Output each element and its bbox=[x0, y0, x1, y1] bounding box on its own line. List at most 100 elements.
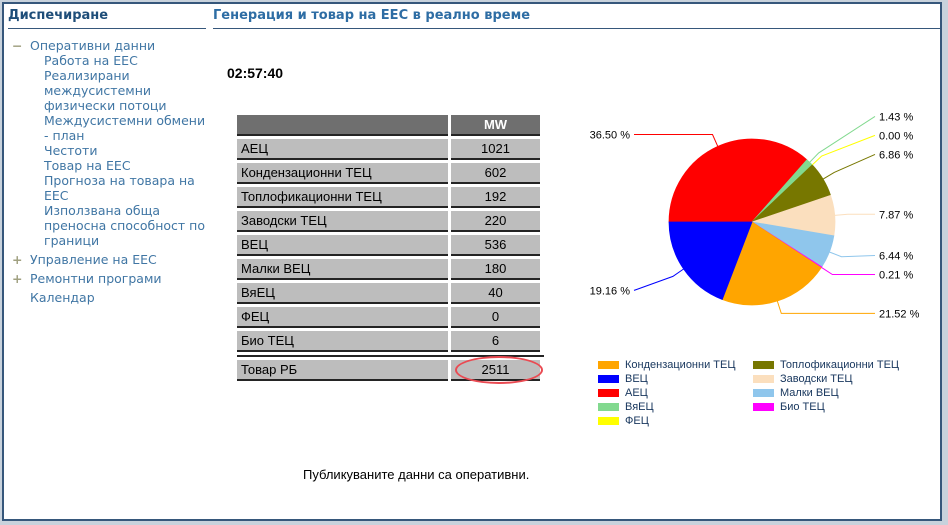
sidebar-item: Използвана обща преносна способност по г… bbox=[4, 203, 212, 248]
row-label: Малки ВЕЦ bbox=[237, 259, 448, 280]
row-value: 536 bbox=[451, 235, 540, 256]
sidebar-title: Диспечиране bbox=[8, 8, 206, 29]
sidebar-item-label[interactable]: Управление на ЕЕС bbox=[30, 252, 157, 267]
pie-percentage-label: 7.87 % bbox=[879, 209, 913, 221]
legend-item: ВяЕЦ bbox=[598, 400, 735, 413]
legend-swatch-icon bbox=[753, 374, 774, 383]
table-row: Био ТЕЦ 6 bbox=[237, 331, 544, 352]
row-label: Кондензационни ТЕЦ bbox=[237, 163, 448, 184]
sidebar-item-label[interactable]: Честоти bbox=[44, 143, 98, 158]
tree-expand-icon[interactable]: + bbox=[12, 271, 23, 286]
row-value: 192 bbox=[451, 187, 540, 208]
sidebar-item: + Управление на ЕЕС bbox=[4, 252, 212, 267]
legend-item: ВЕЦ bbox=[598, 372, 735, 385]
pie-percentage-label: 21.52 % bbox=[879, 308, 920, 320]
row-label: ФЕЦ bbox=[237, 307, 448, 328]
legend-item-label: АЕЦ bbox=[625, 386, 648, 399]
sidebar-item-label[interactable]: Календар bbox=[30, 290, 95, 305]
pie-leader-line bbox=[811, 134, 876, 166]
row-value: MW bbox=[451, 115, 540, 136]
clock: 02:57:40 bbox=[227, 65, 284, 81]
legend-swatch-icon bbox=[598, 388, 619, 397]
legend-item-label: Заводски ТЕЦ bbox=[780, 372, 853, 385]
pie-percentage-label: 19.16 % bbox=[590, 285, 631, 297]
legend-item-label: Био ТЕЦ bbox=[780, 400, 825, 413]
pie-leader-line bbox=[822, 153, 876, 180]
legend-item: Кондензационни ТЕЦ bbox=[598, 358, 735, 371]
table-row: ВЕЦ 536 bbox=[237, 235, 544, 256]
legend-item-label: Кондензационни ТЕЦ bbox=[625, 358, 736, 371]
sidebar-item-label[interactable]: Ремонтни програми bbox=[30, 271, 162, 286]
row-value: 1021 bbox=[451, 139, 540, 160]
total-highlight-ellipse bbox=[455, 356, 543, 384]
legend-item-label: Топлофикационни ТЕЦ bbox=[780, 358, 900, 371]
row-label bbox=[237, 115, 448, 136]
sidebar-item-label[interactable]: Междусистемни обмени - план bbox=[44, 113, 206, 143]
footnote: Публикуваните данни са оперативни. bbox=[303, 467, 530, 482]
row-value: 602 bbox=[451, 163, 540, 184]
legend-item: Био ТЕЦ bbox=[753, 400, 899, 413]
table-row: Кондензационни ТЕЦ 602 bbox=[237, 163, 544, 184]
sidebar-item: Товар на ЕЕС bbox=[4, 158, 212, 173]
pie-percentage-label: 0.00 % bbox=[879, 130, 913, 142]
table-row: ФЕЦ 0 bbox=[237, 307, 544, 328]
pie-leader-line bbox=[633, 268, 684, 291]
row-value: 40 bbox=[451, 283, 540, 304]
sidebar-item-label[interactable]: Работа на ЕЕС bbox=[44, 53, 138, 68]
legend-item: ФЕЦ bbox=[598, 414, 735, 427]
pie-percentage-label: 36.50 % bbox=[590, 130, 631, 142]
legend-item-label: Малки ВЕЦ bbox=[780, 386, 839, 399]
sidebar-item-label[interactable]: Използвана обща преносна способност по г… bbox=[44, 203, 205, 248]
pie-percentage-label: 0.21 % bbox=[879, 270, 913, 282]
legend-swatch-icon bbox=[598, 360, 619, 369]
table-row: Малки ВЕЦ 180 bbox=[237, 259, 544, 280]
row-label: Товар РБ bbox=[237, 360, 448, 381]
pie-chart: 36.50 % 1.43 % 0.00 % 6.86 % 7.87 % 6.44 % 0.2… bbox=[590, 111, 920, 320]
sidebar-item: Работа на ЕЕС bbox=[4, 53, 212, 68]
legend-swatch-icon bbox=[753, 402, 774, 411]
legend-item-label: ВЕЦ bbox=[625, 372, 648, 385]
pie-leader-line bbox=[776, 300, 875, 314]
legend-item: АЕЦ bbox=[598, 386, 735, 399]
pie-leader-line bbox=[809, 115, 876, 163]
legend-item: Малки ВЕЦ bbox=[753, 386, 899, 399]
pie-leader-line bbox=[821, 266, 875, 275]
sidebar-item: Честоти bbox=[4, 143, 212, 158]
legend-swatch-icon bbox=[598, 374, 619, 383]
pie-slice bbox=[721, 221, 822, 306]
sidebar-item-label[interactable]: Реализирани междусистемни физически пото… bbox=[44, 68, 167, 113]
tree-collapse-icon[interactable]: − bbox=[12, 38, 23, 53]
sidebar-item-label[interactable]: Товар на ЕЕС bbox=[44, 158, 131, 173]
pie-leader-line bbox=[634, 134, 719, 147]
row-value: 180 bbox=[451, 259, 540, 280]
sidebar-item: + Ремонтни програми bbox=[4, 271, 212, 286]
sidebar-item: Реализирани междусистемни физически пото… bbox=[4, 68, 212, 113]
legend-swatch-icon bbox=[753, 388, 774, 397]
legend-item: Заводски ТЕЦ bbox=[753, 372, 899, 385]
table-separator bbox=[237, 355, 544, 357]
generation-table: MW АЕЦ 1021 Кондензационни ТЕЦ 602 Топлофикац… bbox=[237, 115, 544, 384]
row-label: ВЕЦ bbox=[237, 235, 448, 256]
table-row: Топлофикационни ТЕЦ 192 bbox=[237, 187, 544, 208]
sidebar-item-label[interactable]: Оперативни данни bbox=[30, 38, 156, 53]
legend-item: Топлофикационни ТЕЦ bbox=[753, 358, 899, 371]
row-value: 6 bbox=[451, 331, 540, 352]
pie-leader-line bbox=[834, 213, 875, 216]
tree-expand-icon[interactable]: + bbox=[12, 252, 23, 267]
row-label: Топлофикационни ТЕЦ bbox=[237, 187, 448, 208]
row-label: Био ТЕЦ bbox=[237, 331, 448, 352]
row-label: АЕЦ bbox=[237, 139, 448, 160]
pie-percentage-label: 6.86 % bbox=[879, 149, 913, 161]
legend-column: Кондензационни ТЕЦ ВЕЦ АЕЦ ВяЕЦ ФЕЦ bbox=[598, 358, 735, 428]
table-row: Заводски ТЕЦ 220 bbox=[237, 211, 544, 232]
row-value: 0 bbox=[451, 307, 540, 328]
sidebar-item: Календар bbox=[4, 290, 212, 305]
table-row: АЕЦ 1021 bbox=[237, 139, 544, 160]
legend-swatch-icon bbox=[598, 402, 619, 411]
pie-percentage-label: 6.44 % bbox=[879, 251, 913, 263]
sidebar-item-label[interactable]: Прогноза на товара на ЕЕС bbox=[44, 173, 195, 203]
legend-column: Топлофикационни ТЕЦ Заводски ТЕЦ Малки ВЕЦ… bbox=[753, 358, 899, 414]
sidebar-nav: − Оперативни данни Работа на ЕЕС Реализиран… bbox=[4, 38, 212, 305]
